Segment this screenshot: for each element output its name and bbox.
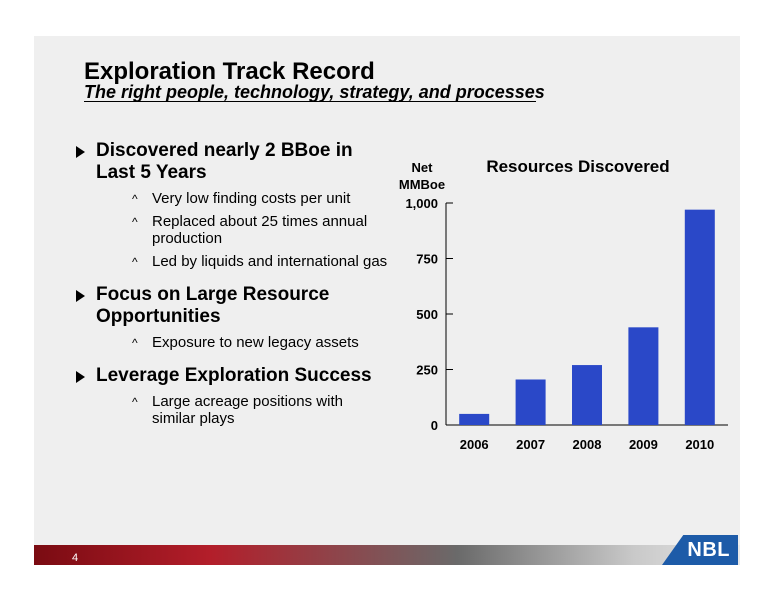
caret-bullet-icon: ^ xyxy=(132,192,138,206)
bar-2007 xyxy=(515,379,546,425)
x-tick-label: 2007 xyxy=(516,437,545,452)
triangle-bullet-icon xyxy=(76,146,85,158)
bar-2010 xyxy=(684,209,715,425)
sub-bullet-text: Very low finding costs per unit xyxy=(152,190,351,207)
sub-bullet-item: ^ Exposure to new legacy assets xyxy=(96,334,390,351)
x-tick-label: 2008 xyxy=(573,437,602,452)
bar-2009 xyxy=(628,327,659,425)
y-tick-label: 500 xyxy=(416,307,438,322)
y-tick-label: 0 xyxy=(431,418,438,433)
x-tick-label: 2010 xyxy=(685,437,714,452)
bullet-item: Focus on Large Resource Opportunities ^ … xyxy=(70,284,390,351)
bullet-text: Focus on Large Resource Opportunities xyxy=(96,284,330,327)
x-tick-label: 2006 xyxy=(460,437,489,452)
triangle-bullet-icon xyxy=(76,290,85,302)
sub-bullet-text: Led by liquids and international gas xyxy=(152,253,388,270)
x-tick-label: 2009 xyxy=(629,437,658,452)
sub-bullet-item: ^ Replaced about 25 times annual product… xyxy=(96,213,390,247)
caret-bullet-icon: ^ xyxy=(132,215,138,229)
bar-2006 xyxy=(459,413,490,425)
bullet-list: Discovered nearly 2 BBoe in Last 5 Years… xyxy=(70,140,390,441)
y-tick-label: 250 xyxy=(416,363,438,378)
footer-bar xyxy=(34,545,740,565)
bullet-item: Leverage Exploration Success ^ Large acr… xyxy=(70,365,390,427)
y-tick-label: 750 xyxy=(416,252,438,267)
sub-bullet-item: ^ Large acreage positions with similar p… xyxy=(96,393,390,427)
slide-background xyxy=(34,36,740,564)
subtitle-underline xyxy=(84,101,536,102)
page-number: 4 xyxy=(72,552,79,564)
x-ticks: 2006 2007 2008 2009 2010 xyxy=(460,437,715,452)
y-axis-label-line-2: MMBoe xyxy=(399,177,445,192)
y-axis-label-line-1: Net xyxy=(412,160,434,175)
y-ticks: 0 250 500 750 1,000 xyxy=(405,196,453,433)
page-title: Exploration Track Record xyxy=(84,58,375,85)
bar-2008 xyxy=(572,365,602,425)
caret-bullet-icon: ^ xyxy=(132,255,138,269)
sub-bullet-text: Replaced about 25 times annual productio… xyxy=(152,213,368,247)
page-subtitle: The right people, technology, strategy, … xyxy=(84,82,545,102)
caret-bullet-icon: ^ xyxy=(132,395,138,409)
sub-bullet-item: ^ Led by liquids and international gas xyxy=(96,253,390,270)
bullet-text: Leverage Exploration Success xyxy=(96,365,372,386)
bullet-item: Discovered nearly 2 BBoe in Last 5 Years… xyxy=(70,140,390,270)
sub-bullet-text: Large acreage positions with similar pla… xyxy=(152,393,343,427)
y-tick-label: 1,000 xyxy=(405,196,438,211)
chart-title: Resources Discovered xyxy=(486,157,669,176)
bars xyxy=(459,209,715,425)
triangle-bullet-icon xyxy=(76,371,85,383)
caret-bullet-icon: ^ xyxy=(132,336,138,350)
sub-bullet-text: Exposure to new legacy assets xyxy=(152,334,359,351)
sub-bullet-item: ^ Very low finding costs per unit xyxy=(96,190,390,207)
bullet-text: Discovered nearly 2 BBoe in Last 5 Years xyxy=(96,140,353,183)
